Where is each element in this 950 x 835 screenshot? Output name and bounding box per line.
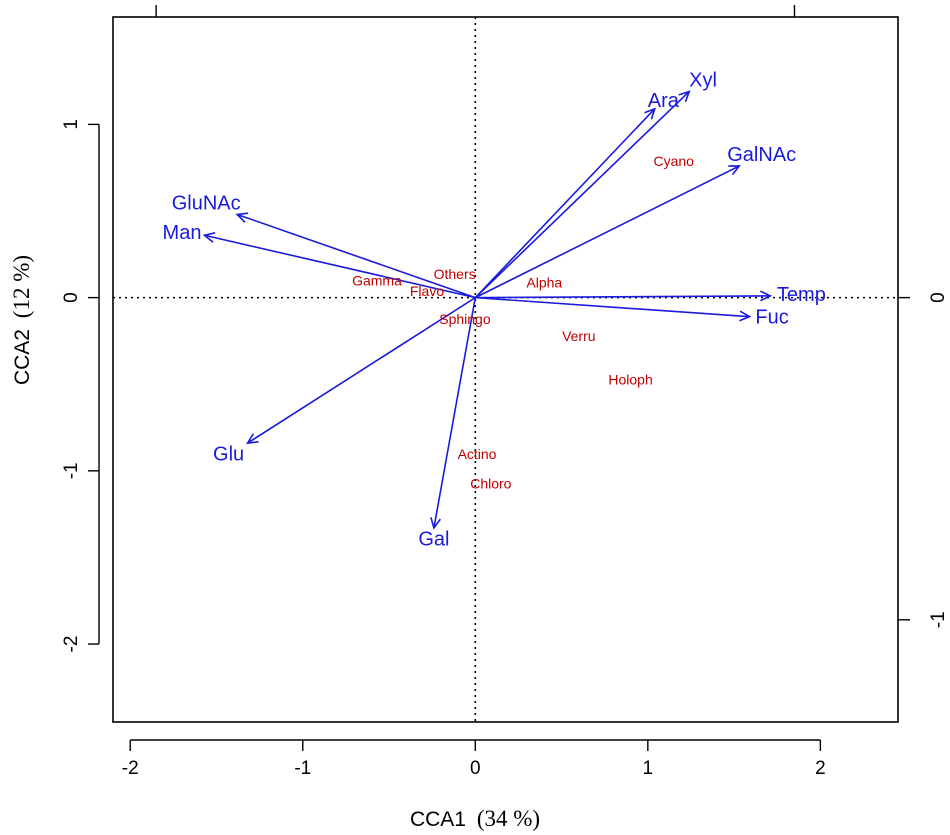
- vector-label-glunac: GluNAc: [172, 192, 241, 214]
- y-tick-label: -2: [61, 636, 82, 653]
- x-tick-label: 2: [815, 758, 826, 779]
- species-actino: Actino: [458, 446, 497, 462]
- arrowhead-temp: [760, 290, 773, 302]
- vector-label-ara: Ara: [648, 90, 680, 112]
- vector-glunac: [236, 213, 476, 299]
- y-axis-title: CCA2 (12 %): [9, 255, 34, 385]
- right-tick-label: -1: [928, 611, 949, 628]
- vector-man: [204, 234, 476, 299]
- arrowhead-galnac: [728, 165, 741, 176]
- x-axis-variance: (34 %): [477, 806, 540, 831]
- species-others: Others: [434, 266, 476, 282]
- arrowhead-ara: [644, 107, 657, 120]
- species-flavo: Flavo: [410, 283, 444, 299]
- x-axis-title: CCA1 (34 %): [410, 806, 540, 831]
- species-alpha: Alpha: [526, 274, 562, 290]
- vector-xyl: [474, 90, 690, 299]
- species-holoph: Holoph: [608, 371, 652, 387]
- x-axis-label: CCA1: [410, 808, 466, 831]
- x-tick-label: 0: [470, 758, 481, 779]
- top-axis: [155, 5, 796, 17]
- species-sphingo: Sphingo: [439, 311, 491, 327]
- y-tick-label: -1: [61, 462, 82, 479]
- x-axis: -2 -1 0 1 2: [122, 739, 826, 779]
- y-tick-label: 1: [61, 119, 82, 130]
- x-tick-label: 1: [643, 758, 654, 779]
- vector-label-temp: Temp: [777, 284, 826, 306]
- vector-temp: [475, 295, 771, 299]
- vector-label-gal: Gal: [418, 528, 449, 550]
- species-cyano: Cyano: [653, 153, 694, 169]
- vector-gal: [433, 297, 477, 529]
- vector-galnac: [474, 165, 740, 299]
- species-gamma: Gamma: [352, 273, 402, 289]
- arrowhead-fuc: [739, 310, 752, 322]
- x-tick-label: -2: [122, 758, 139, 779]
- right-tick-label: 0: [928, 292, 949, 303]
- vector-label-xyl: Xyl: [689, 69, 717, 91]
- x-tick-label: -1: [294, 758, 311, 779]
- arrowhead-gal: [430, 517, 442, 530]
- vector-ara: [474, 108, 656, 299]
- right-axis: 0 -1: [898, 292, 949, 628]
- vector-fuc: [475, 296, 750, 318]
- origin-lines: [113, 17, 898, 722]
- y-axis: 1 0 -1 -2: [61, 119, 100, 653]
- plot-frame: [112, 16, 899, 723]
- y-tick-label: 0: [61, 292, 82, 303]
- vector-glu: [247, 296, 476, 444]
- y-axis-variance: (12 %): [9, 255, 34, 318]
- vector-label-man: Man: [163, 222, 202, 244]
- arrowhead-glu: [246, 433, 259, 445]
- arrowhead-xyl: [678, 90, 691, 103]
- species-chloro: Chloro: [470, 475, 511, 491]
- species-labels: Cyano Others Gamma Flavo Alpha Sphingo Verru Ho…: [352, 153, 694, 491]
- vector-label-glu: Glu: [213, 444, 244, 466]
- vector-label-fuc: Fuc: [755, 307, 788, 329]
- y-axis-label: CCA2: [11, 329, 34, 385]
- arrowhead-man: [202, 232, 216, 243]
- arrowhead-glunac: [235, 212, 249, 223]
- species-verru: Verru: [562, 328, 595, 344]
- vector-label-galnac: GalNAc: [727, 144, 796, 166]
